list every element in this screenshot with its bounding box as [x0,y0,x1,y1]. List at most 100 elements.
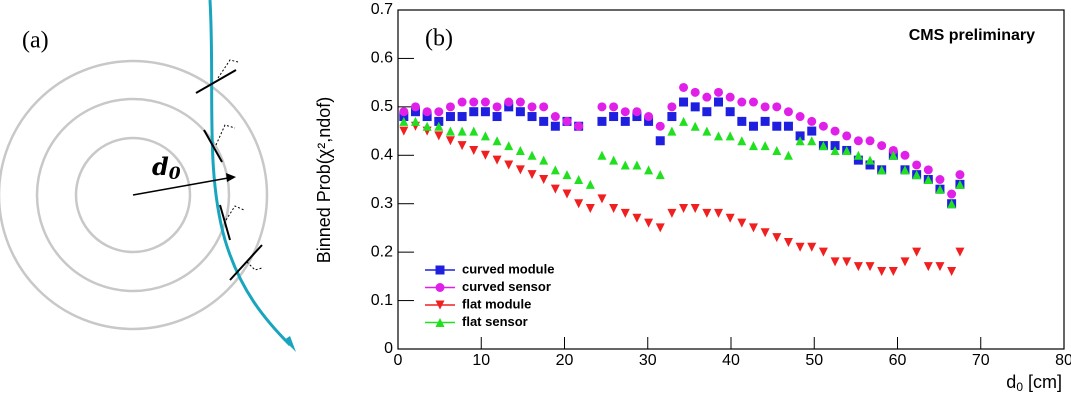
legend-label: flat module [462,296,531,311]
point [620,208,630,218]
point [667,112,677,122]
point [480,107,490,117]
point [504,160,514,170]
point [655,136,665,146]
point [667,208,677,218]
point [527,102,537,112]
point [947,267,957,277]
y-tick-label: 0.6 [371,50,393,67]
point [469,126,479,136]
point [714,131,724,141]
point [609,102,619,112]
point [760,116,770,126]
point [679,82,689,92]
point [783,121,793,131]
point [457,141,467,151]
point [515,145,525,155]
point [725,92,735,102]
point [550,165,560,175]
point [410,116,420,126]
point [434,107,444,117]
point [865,160,875,170]
point [830,257,840,267]
point [492,112,502,122]
point [480,131,490,141]
point [492,136,502,146]
point [609,112,619,122]
point [504,102,514,112]
point [853,155,863,165]
y-tick-label: 0.1 [371,292,393,309]
point [445,126,455,136]
legend-marker [435,300,445,310]
sensor [195,69,237,94]
x-axis-label: d0 [cm] [1006,372,1062,394]
point [772,102,782,112]
point [865,136,875,146]
point [795,242,805,252]
point [900,257,910,267]
point [702,208,712,218]
point [434,116,444,126]
point [469,97,479,107]
d0-symbol: d [152,152,169,181]
sensor [219,204,231,241]
point [597,194,607,204]
point [865,155,875,165]
point [830,126,840,136]
point [445,136,455,146]
point [830,141,840,151]
point [725,107,735,117]
point [865,262,875,272]
point [410,107,420,117]
y-tick-label: 0.3 [371,195,393,212]
point [597,150,607,160]
point [772,233,782,243]
point [877,165,887,175]
point [877,141,887,151]
point [725,213,735,223]
point [515,165,525,175]
point [655,223,665,233]
y-axis-label: Binned Prob(χ²,ndof) [314,97,334,264]
point [644,112,654,122]
x-label-unit: [cm] [1028,372,1062,392]
point [783,107,793,117]
x-tick-label: 10 [472,352,490,369]
point [574,121,584,131]
point [597,116,607,126]
point [620,160,630,170]
point [853,150,863,160]
panel-label: (a) [22,28,49,54]
point [679,116,689,126]
point [853,262,863,272]
point [795,112,805,122]
point [912,247,922,257]
point [515,97,525,107]
point [445,102,455,112]
point [795,136,805,146]
point [935,262,945,272]
point [445,112,455,122]
x-tick-label: 60 [889,352,907,369]
legend-marker [435,283,445,292]
point [842,131,852,141]
point [504,97,514,107]
point [422,107,432,117]
point [807,136,817,146]
point [795,131,805,141]
point [923,175,933,184]
point [469,145,479,155]
point [480,97,490,107]
point [504,141,514,151]
point [539,175,549,184]
d0-subscript: 0 [169,164,181,184]
x-tick-label: 0 [394,352,403,369]
point [760,102,770,112]
point [853,136,863,146]
point [679,204,689,214]
point [562,170,572,180]
annotation: CMS preliminary [909,27,1035,44]
point [469,107,479,117]
